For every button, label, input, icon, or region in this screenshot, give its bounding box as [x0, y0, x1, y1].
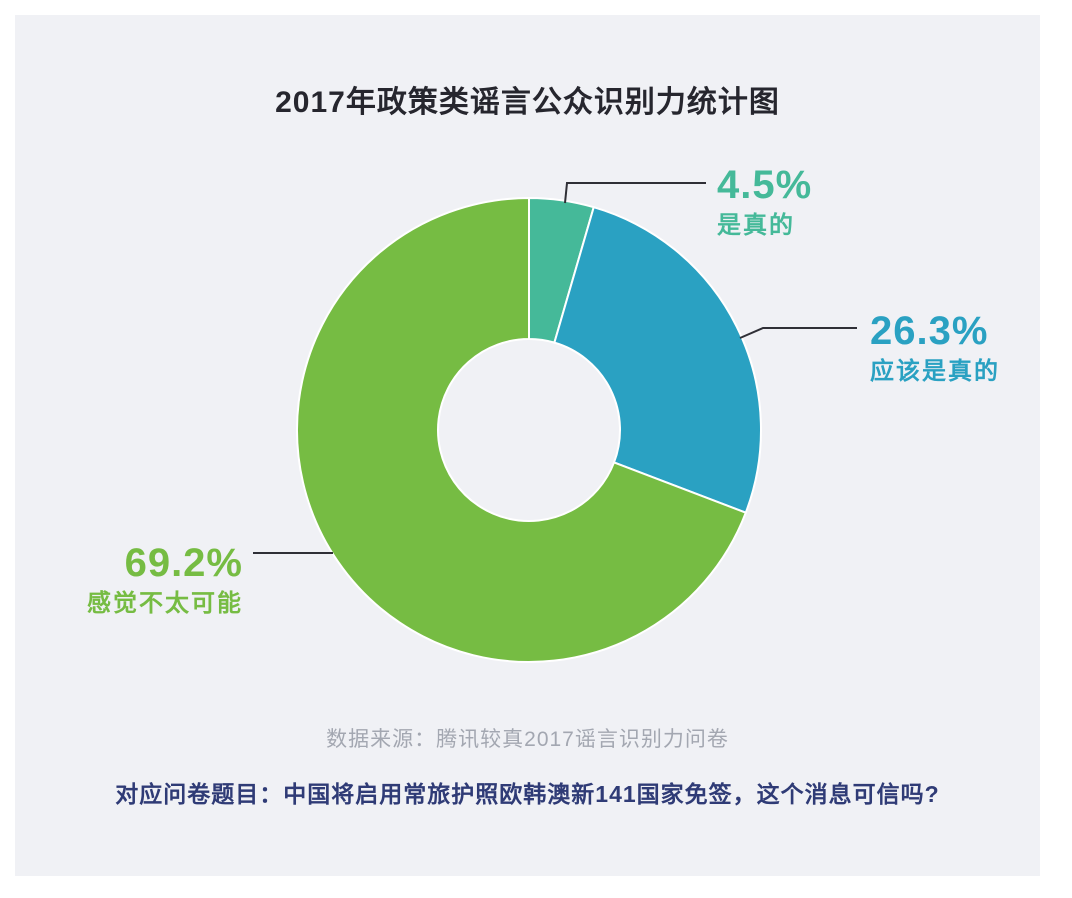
data-source-note: 数据来源：腾讯较真2017谣言识别力问卷 [326, 728, 729, 751]
slice-category: 是真的 [717, 212, 795, 239]
survey-question-note: 对应问卷题目：中国将启用常旅护照欧韩澳新141国家免签，这个消息可信吗? [115, 781, 940, 807]
chart-panel: 2017年政策类谣言公众识别力统计图 4.5% 是真的 26.3% 应该是真的 … [15, 15, 1040, 876]
slice-category: 感觉不太可能 [87, 590, 243, 617]
slice-value: 4.5% [717, 163, 813, 207]
leader-line-0 [564, 182, 706, 204]
donut-slice-1 [553, 205, 762, 514]
chart-title: 2017年政策类谣言公众识别力统计图 [275, 86, 780, 119]
slice-category: 应该是真的 [870, 358, 1000, 385]
donut-slice-2 [296, 196, 748, 663]
slice-label-unlikely: 69.2% 感觉不太可能 [87, 543, 243, 616]
slice-value: 26.3% [870, 309, 989, 353]
slice-label-probablytrue: 26.3% 应该是真的 [870, 311, 1000, 384]
slice-value: 69.2% [124, 541, 243, 585]
leader-line-1 [739, 327, 857, 339]
slice-label-istrue: 4.5% 是真的 [717, 165, 812, 238]
donut-chart [253, 182, 857, 663]
